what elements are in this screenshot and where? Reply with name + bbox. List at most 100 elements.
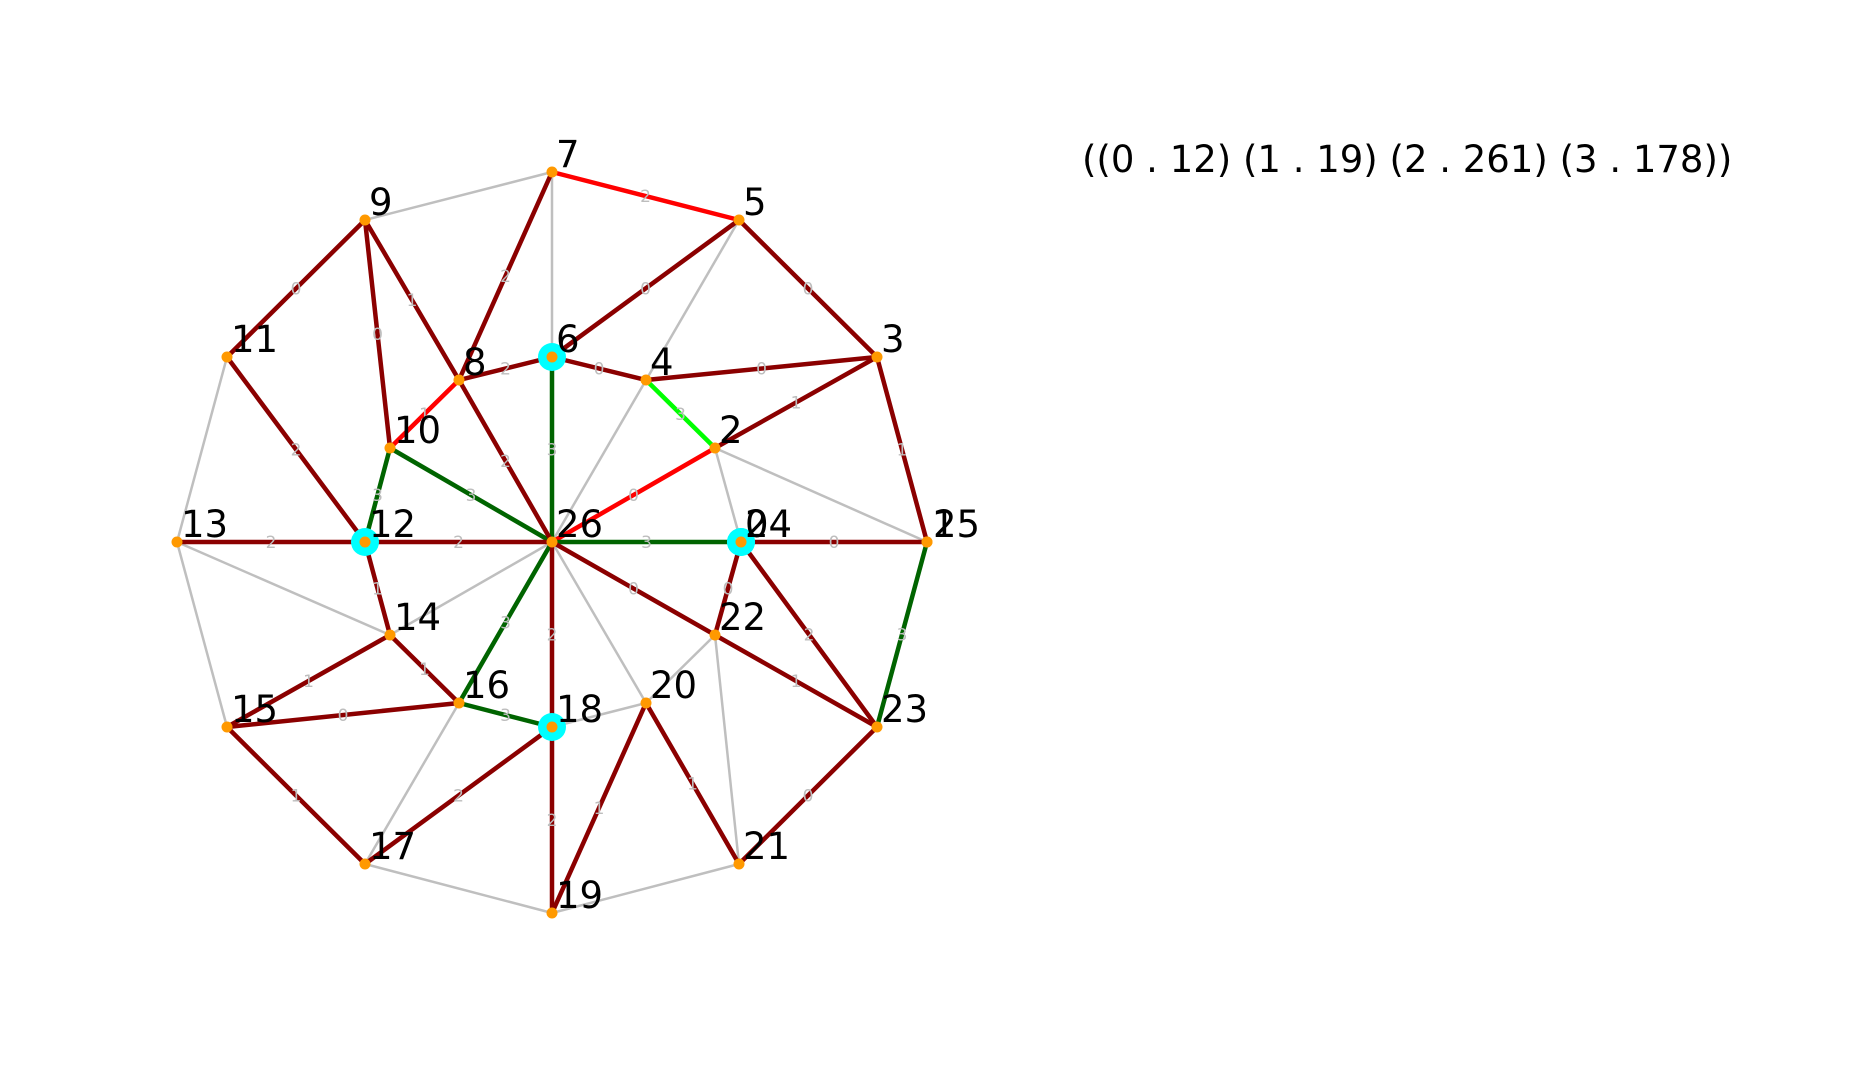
- edge-weight-label: 1: [407, 291, 418, 311]
- edge-8-6: [456, 354, 555, 383]
- edge-4-2: [643, 377, 718, 451]
- node-label-6: 6: [556, 318, 580, 361]
- edge-5-6: [549, 217, 742, 360]
- edge-9-11: [224, 217, 368, 360]
- node-18: [546, 721, 558, 733]
- edge-7-8: [456, 169, 555, 383]
- edge-22-23: [712, 632, 880, 730]
- edge-3-2: [712, 354, 880, 451]
- node-label-24: 24: [745, 503, 792, 546]
- edge-weight-label: 0: [640, 280, 651, 300]
- edge-weight-label: 0: [723, 580, 734, 600]
- edge-14-15: [224, 632, 393, 730]
- edge-14-26: [388, 540, 554, 637]
- edge-weight-label: 3: [372, 486, 383, 506]
- edge-8-10: [387, 377, 462, 451]
- edge-weight-label: 2: [266, 533, 277, 553]
- node-label-7: 7: [556, 133, 580, 176]
- edge-12-14: [362, 539, 393, 638]
- node-3: [871, 351, 883, 363]
- edge-4-3: [643, 354, 880, 383]
- node-label-12: 12: [369, 503, 416, 546]
- node-label-26: 26: [556, 503, 603, 546]
- edge-weight-label: 2: [453, 787, 464, 807]
- edge-weight-label: 0: [803, 787, 814, 807]
- edge-weight-label: 1: [291, 787, 302, 807]
- node-label-8: 8: [463, 341, 487, 384]
- node-label-19: 19: [556, 874, 603, 917]
- node-15: [221, 721, 233, 733]
- edge-weight-label: 2: [547, 626, 558, 646]
- node-label-5: 5: [743, 181, 767, 224]
- edge-11-12: [224, 354, 368, 545]
- edge-2-25: [713, 446, 929, 544]
- edge-20-21: [643, 700, 742, 867]
- edge-weight-label: 3: [641, 533, 652, 553]
- node-8: [453, 374, 465, 386]
- edge-0-22: [712, 539, 744, 638]
- edge-7-9: [363, 170, 554, 222]
- edge-weight-label: 1: [791, 672, 802, 692]
- edge-19-21: [550, 862, 741, 915]
- edge-13-15: [175, 540, 229, 729]
- node-2: [709, 442, 721, 454]
- node-label-22: 22: [719, 596, 766, 639]
- node-label-16: 16: [463, 664, 510, 707]
- edge-weight-label: 3: [500, 706, 511, 726]
- edge-16-17: [363, 701, 461, 866]
- edge-weight-label: 1: [303, 672, 314, 692]
- edge-22-20: [644, 633, 717, 705]
- node-11: [221, 351, 233, 363]
- edge-2-26: [549, 445, 718, 545]
- edge-weight-label: 3: [547, 441, 558, 461]
- node-24: [735, 536, 747, 548]
- edge-weight-label: 0: [628, 580, 639, 600]
- node-label-15: 15: [231, 688, 278, 731]
- node-layer: [171, 166, 933, 919]
- edge-26-16: [456, 539, 555, 706]
- edge-weight-label: 0: [803, 280, 814, 300]
- edge-weight-label: 0: [594, 360, 605, 380]
- node-label-4: 4: [650, 341, 674, 384]
- edge-weight-label: 2: [500, 452, 511, 472]
- edge-weight-label: 1: [791, 394, 802, 414]
- color-count-summary: ((0 . 12) (1 . 19) (2 . 261) (3 . 178)): [1082, 138, 1733, 181]
- node-label-14: 14: [394, 596, 441, 639]
- edge-weight-label: 2: [453, 533, 464, 553]
- edge-7-5: [549, 169, 742, 223]
- edge-13-14: [175, 540, 392, 637]
- node-17: [359, 858, 371, 870]
- node-5: [733, 214, 745, 226]
- edge-8-26: [456, 377, 555, 545]
- edge-19-20: [549, 700, 649, 916]
- node-label-13: 13: [181, 503, 228, 546]
- edge-weight-label: 1: [594, 799, 605, 819]
- node-label-21: 21: [743, 825, 790, 868]
- edge-0-23: [738, 539, 880, 730]
- edge-layer: [174, 169, 930, 916]
- edge-weight-label: 2: [500, 267, 511, 287]
- edge-2-24: [713, 446, 743, 544]
- edge-weight-label: 2: [547, 811, 558, 831]
- node-label-layer: 0 123456789101112131415161718192021222324…: [181, 133, 980, 917]
- edge-weight-label: 1: [372, 580, 383, 600]
- edge-weight-label: 3: [500, 614, 511, 634]
- edge-3-1: [874, 354, 930, 545]
- node-9: [359, 214, 371, 226]
- node-22: [709, 629, 721, 641]
- edge-26-20: [550, 540, 648, 705]
- edge-weight-label: 2: [500, 360, 511, 380]
- edge-17-19: [363, 862, 554, 915]
- node-label-23: 23: [881, 688, 928, 731]
- edge-weight-label: 2: [804, 626, 815, 646]
- node-label-1: 1: [932, 503, 956, 546]
- edge-weight-label: 0: [291, 280, 302, 300]
- edge-26-22: [549, 539, 718, 638]
- node-label-18: 18: [556, 688, 603, 731]
- node-label-0: 0: [745, 503, 769, 546]
- edge-22-21: [713, 633, 741, 866]
- node-19: [546, 907, 558, 919]
- edge-weight-label: 0: [338, 706, 349, 726]
